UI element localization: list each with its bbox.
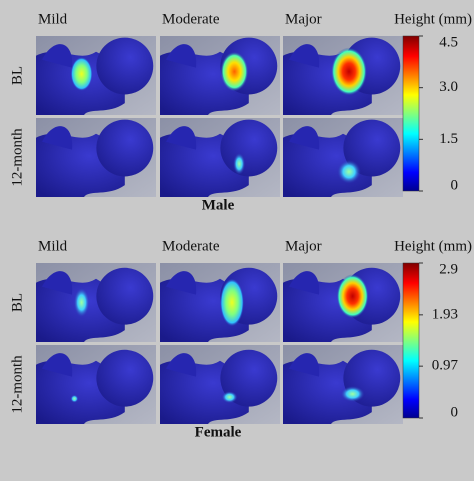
trochanter [166, 271, 197, 295]
colorbar-tick-label: 1.5 [439, 131, 458, 147]
colorbar-tick-label: 0 [451, 177, 459, 193]
femur-image [160, 118, 280, 197]
hotspot [233, 152, 246, 175]
hotspot [340, 385, 365, 402]
femur-image [160, 36, 280, 115]
femur-image [160, 263, 280, 342]
trochanter [289, 271, 320, 295]
femur-head [96, 267, 154, 325]
column-header: Mild [38, 238, 68, 254]
colorbar-title: Height (mm) [394, 238, 472, 254]
colorbar-title: Height (mm) [394, 11, 472, 27]
trochanter [42, 44, 73, 68]
hotspot [70, 56, 93, 91]
trochanter [289, 126, 320, 150]
hotspot [73, 287, 90, 318]
column-header: Major [285, 11, 322, 27]
femur-image [283, 345, 403, 424]
hotspot [336, 274, 369, 319]
row-label: 12-month [9, 128, 25, 187]
column-header: Major [285, 238, 322, 254]
trochanter [166, 126, 197, 150]
femur-image [283, 263, 403, 342]
colorbar [402, 262, 420, 419]
trochanter [42, 271, 73, 295]
colorbar-tick-label: 1.93 [432, 306, 458, 322]
trochanter [289, 353, 320, 377]
panel-label: Male [202, 197, 235, 213]
column-header: Mild [38, 11, 68, 27]
column-header: Moderate [162, 11, 220, 27]
column-header: Moderate [162, 238, 220, 254]
femur-head [220, 119, 278, 177]
femur-head [96, 349, 154, 407]
femur-image [36, 36, 156, 115]
femur-image [36, 263, 156, 342]
colorbar-tick-label: 2.9 [439, 261, 458, 277]
femur-image [36, 118, 156, 197]
hotspot [70, 394, 79, 403]
trochanter [166, 353, 197, 377]
femur-image [36, 345, 156, 424]
row-label: BL [9, 293, 25, 312]
femur-image [283, 118, 403, 197]
femur-head [96, 37, 154, 95]
colorbar-tick-label: 4.5 [439, 34, 458, 50]
colorbar-tick-label: 0 [451, 404, 459, 420]
row-label: BL [9, 66, 25, 85]
hotspot [220, 278, 244, 327]
trochanter [166, 44, 197, 68]
row-label: 12-month [9, 355, 25, 414]
hotspot [220, 51, 249, 92]
colorbar [402, 35, 420, 192]
colorbar-tick-label: 0.97 [432, 358, 459, 374]
panel-label: Female [195, 424, 242, 440]
hotspot [221, 391, 238, 404]
femur-head [96, 119, 154, 177]
femur-head [220, 349, 278, 407]
trochanter [42, 353, 73, 377]
femur-image [160, 345, 280, 424]
femur-image [283, 36, 403, 115]
trochanter [289, 44, 320, 68]
colorbar-tick-label: 3.0 [439, 79, 458, 95]
trochanter [42, 126, 73, 150]
hotspot [337, 159, 361, 184]
hotspot [331, 47, 367, 96]
femur-head [343, 119, 401, 177]
